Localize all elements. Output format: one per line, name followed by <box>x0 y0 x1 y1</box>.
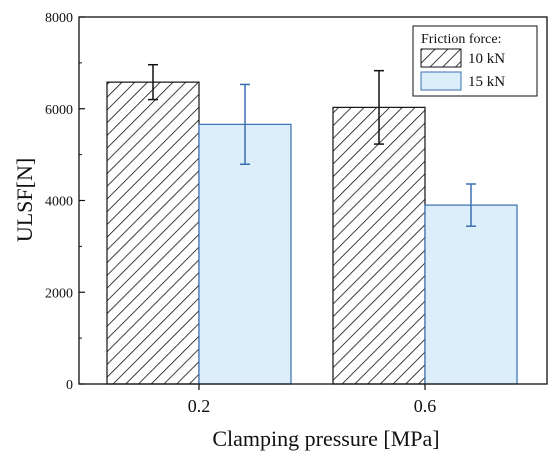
error-bar-10kn-0.2 <box>148 63 158 101</box>
bar-10kn-0.6 <box>332 106 426 385</box>
legend-title: Friction force: <box>421 32 501 47</box>
x-tick-label: 0.6 <box>414 396 437 416</box>
bar-10kn-0.2 <box>106 81 200 385</box>
x-tick-label: 0.2 <box>188 396 211 416</box>
legend-swatch-15kn <box>420 71 462 91</box>
x-axis-title: Clamping pressure [MPa] <box>212 426 439 451</box>
error-bar-15kn-0.6 <box>466 183 476 227</box>
legend-label-15kn: 15 kN <box>468 74 505 90</box>
y-tick-label: 0 <box>66 378 73 393</box>
y-axis-title: ULSF[N] <box>12 158 37 242</box>
legend-label-10kn: 10 kN <box>468 51 505 67</box>
y-tick-label: 4000 <box>45 195 73 210</box>
y-tick-label: 6000 <box>45 103 73 118</box>
error-bar-15kn-0.2 <box>240 83 250 166</box>
y-tick-label: 2000 <box>45 286 73 301</box>
y-tick-label: 8000 <box>45 11 73 26</box>
legend-swatch-10kn <box>420 48 462 68</box>
error-bar-10kn-0.6 <box>374 69 384 145</box>
legend: Friction force: 10 kN 15 kN <box>412 25 538 97</box>
bar-15kn-0.6 <box>424 204 518 385</box>
